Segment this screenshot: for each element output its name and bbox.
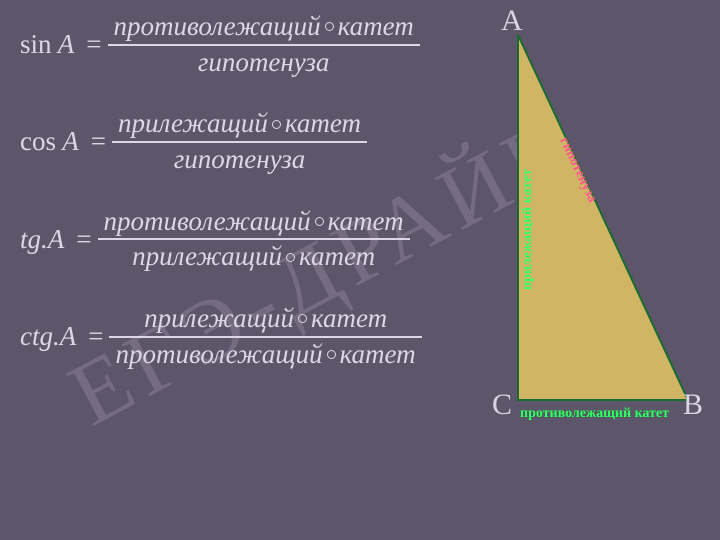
ring-sep-icon	[315, 217, 324, 226]
fn-name: cos	[20, 126, 56, 156]
numerator-part-a: противолежащий	[114, 11, 321, 41]
fn-arg: A	[62, 126, 79, 156]
vertex-b-label: B	[683, 388, 703, 422]
vertex-c-label: C	[492, 388, 512, 422]
numerator-part-b: катет	[311, 303, 387, 333]
fraction: противолежащий катет гипотенуза	[108, 10, 420, 79]
fn-name: sin	[20, 29, 52, 59]
denominator-part-a: гипотенуза	[198, 47, 330, 77]
equals-sign: =	[70, 225, 97, 255]
triangle-figure: A C B прилежащий катет гипотенуза против…	[498, 10, 708, 460]
formula-cos: cos A = прилежащий катет гипотенуза	[20, 107, 490, 176]
numerator-part-b: катет	[338, 11, 414, 41]
ring-sep-icon	[286, 253, 295, 262]
numerator-part-b: катет	[285, 108, 361, 138]
fraction: прилежащий катет гипотенуза	[112, 107, 367, 176]
denominator-part-a: прилежащий	[132, 241, 282, 271]
side-label-left: прилежащий катет	[520, 169, 536, 290]
ring-sep-icon	[298, 314, 307, 323]
fn-arg: A	[60, 321, 77, 351]
ring-sep-icon	[327, 350, 336, 359]
denominator-part-a: противолежащий	[115, 339, 322, 369]
formula-ctg: ctg.A = прилежащий катет противолежащий ка…	[20, 302, 490, 371]
triangle-polygon	[518, 35, 688, 400]
fn-name: ctg.	[20, 321, 60, 351]
side-label-bottom: противолежащий катет	[520, 406, 669, 422]
equals-sign: =	[82, 322, 109, 352]
vertex-a-label: A	[501, 4, 523, 38]
formula-sin: sin A = противолежащий катет гипотенуза	[20, 10, 490, 79]
fn-name: tg.	[20, 224, 48, 254]
numerator-part-a: прилежащий	[144, 303, 294, 333]
numerator-part-b: катет	[328, 206, 404, 236]
fraction: противолежащий катет прилежащий катет	[98, 205, 410, 274]
ring-sep-icon	[325, 22, 334, 31]
denominator-part-b: катет	[299, 241, 375, 271]
formula-tg: tg.A = противолежащий катет прилежащий кат…	[20, 205, 490, 274]
equals-sign: =	[85, 127, 112, 157]
denominator-part-b: катет	[340, 339, 416, 369]
denominator-part-a: гипотенуза	[174, 144, 306, 174]
fn-arg: A	[48, 224, 65, 254]
equals-sign: =	[80, 30, 107, 60]
numerator-part-a: прилежащий	[118, 108, 268, 138]
formula-column: sin A = противолежащий катет гипотенуза c…	[20, 10, 490, 372]
numerator-part-a: противолежащий	[104, 206, 311, 236]
fraction: прилежащий катет противолежащий катет	[109, 302, 421, 371]
fn-arg: A	[58, 29, 75, 59]
ring-sep-icon	[272, 120, 281, 129]
